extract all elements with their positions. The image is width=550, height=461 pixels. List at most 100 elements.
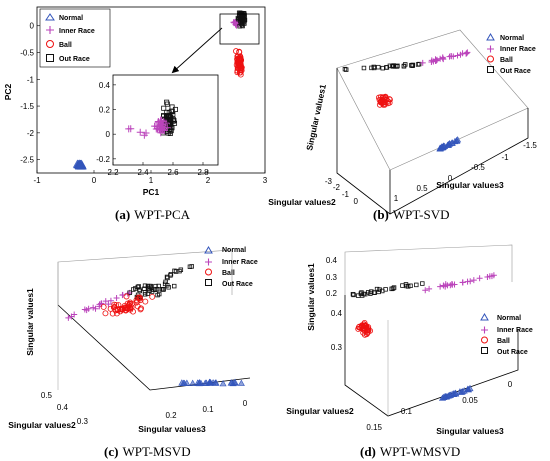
- point-inner: [426, 286, 432, 292]
- point-inner: [471, 277, 477, 283]
- c-right-tick-label: 0.2: [165, 411, 177, 420]
- inset-plot: 2.2 2.4 2.6 2.80.40.20-0.2: [96, 75, 218, 177]
- inset-y-tick-label: -0.2: [96, 155, 110, 164]
- d-z-tick-label: 0.3: [331, 343, 343, 352]
- panel-b: Singular values1 Singular values2 Singul…: [268, 30, 537, 214]
- plot-a-xlabel: PC1: [143, 187, 160, 197]
- b-right-tick-label: -1.5: [523, 141, 537, 150]
- plot-c-xlabel: Singular values2: [8, 420, 76, 430]
- b-right-tick-label: 0: [448, 174, 453, 183]
- c-left-tick-label: 0.5: [41, 391, 53, 400]
- legend-label-out: Out Race: [59, 56, 90, 63]
- plot-d-ylabel: Singular values3: [436, 426, 504, 436]
- d-right-tick-label: 0.05: [462, 396, 478, 405]
- point-out: [414, 283, 418, 287]
- svg-text:Singular values1: Singular values1: [306, 263, 316, 331]
- point-out: [381, 66, 385, 70]
- c-left-tick-label: 0.4: [57, 403, 69, 412]
- legend-d-label-inner: Inner Race: [497, 327, 533, 334]
- c-right-tick-label: 0: [243, 399, 248, 408]
- point-ball: [101, 304, 106, 309]
- point-out: [376, 65, 380, 69]
- y-tick-label: -1: [27, 75, 35, 84]
- x-tick-label: 0: [92, 176, 97, 185]
- panel-d: Singular values1 Singular values2 Singul…: [286, 245, 533, 436]
- caption-b: (b) WPT-SVD: [373, 207, 449, 222]
- d-z-tick-label: 0.4: [331, 309, 343, 318]
- x-tick-label: -1: [33, 176, 41, 185]
- b-left-tick-label: 0: [354, 197, 359, 206]
- plot-b-zlabel: Singular values1: [304, 83, 328, 151]
- inset-x-tick-label: 2.8: [197, 168, 209, 177]
- legend-d-marker-out: [482, 348, 488, 354]
- legend-c-marker-normal: [205, 247, 212, 253]
- point-ball: [103, 311, 108, 316]
- x-tick-label: 3: [263, 176, 268, 185]
- point-inner: [464, 49, 470, 55]
- inset-y-tick-label: 0.4: [99, 81, 111, 90]
- legend-c: Normal Inner Race Ball Out Race: [205, 247, 258, 288]
- point-inner: [434, 57, 440, 63]
- inset-x-tick-label: 2.6: [167, 168, 179, 177]
- box-d-floor: [345, 295, 518, 416]
- legend-label-normal: Normal: [59, 15, 83, 22]
- plot-a-ylabel: PC2: [3, 83, 13, 100]
- legend-d-label-normal: Normal: [497, 315, 521, 322]
- point-out: [362, 66, 366, 70]
- inset-y-tick-label: 0: [106, 130, 111, 139]
- inset-y-tick-label: 0.2: [99, 106, 111, 115]
- y-tick-label: -2: [27, 129, 35, 138]
- x-tick-label: 2: [206, 176, 211, 185]
- point-out: [401, 284, 405, 288]
- x-tick-label: 1: [149, 176, 154, 185]
- legend-c-label-normal: Normal: [222, 247, 246, 254]
- y-tick-label: -1.5: [20, 102, 34, 111]
- legend-b-label-inner: Inner Race: [500, 46, 536, 53]
- y-tick-label: 0: [30, 22, 35, 31]
- point-inner: [440, 55, 446, 61]
- legend-c-marker-ball: [206, 269, 212, 275]
- legend-label-ball: Ball: [59, 42, 72, 49]
- plot-d-zlabel: Singular values1: [306, 263, 316, 331]
- plot-b-xlabel: Singular values2: [268, 197, 336, 207]
- caption-a: (a) WPT-PCA: [115, 207, 191, 222]
- legend-d-label-out: Out Race: [497, 349, 528, 356]
- point-ball: [150, 294, 155, 299]
- legend-c-label-out: Out Race: [222, 281, 253, 288]
- plot-b-ylabel: Singular values3: [436, 180, 504, 190]
- legend-b-marker-inner: [487, 46, 494, 53]
- legend-b-label-ball: Ball: [500, 57, 513, 64]
- panel-c: Singular values1 Singular values2 Singul…: [8, 247, 258, 434]
- legend-label-inner: Inner Race: [59, 28, 95, 35]
- b-left-tick-label: -2: [333, 183, 341, 192]
- legend-b: Normal Inner Race Ball Out Race: [487, 34, 536, 75]
- b-left-tick-label: -1: [342, 190, 350, 199]
- b-right-tick-label: 1: [394, 194, 399, 203]
- point-out: [179, 268, 183, 272]
- b-right-tick-label: -0.5: [471, 163, 485, 172]
- legend-c-label-inner: Inner Race: [222, 259, 258, 266]
- legend-d-label-ball: Ball: [497, 338, 510, 345]
- point-inner: [460, 279, 466, 285]
- point-inner: [114, 295, 120, 301]
- legend-a: Normal Inner Race Ball Out Race: [40, 9, 110, 67]
- d-left-tick-label: 0.1: [401, 407, 413, 416]
- b-right-tick-label: 0.5: [416, 184, 428, 193]
- b-right-tick-label: -1: [501, 153, 509, 162]
- panel-a: -1 0 1 2 30-0.5-1-1.5-2-2.5 PC1 PC2 Normal I…: [3, 7, 268, 197]
- c-left-tick-label: 0.3: [77, 417, 89, 426]
- point-normal: [238, 380, 244, 385]
- y-tick-label: -0.5: [20, 49, 34, 58]
- plot-c-zlabel: Singular values1: [25, 288, 35, 356]
- d-top-tick-label: 0.3: [326, 273, 338, 282]
- legend-b-marker-normal: [487, 34, 494, 40]
- point-inner: [465, 279, 471, 285]
- box-c-floor: [58, 305, 250, 390]
- legend-b-label-out: Out Race: [500, 68, 531, 75]
- point-inner: [464, 50, 470, 56]
- svg-text:Singular values1: Singular values1: [25, 288, 35, 356]
- box-c-top: [58, 250, 232, 305]
- point-inner: [422, 287, 428, 293]
- point-inner: [477, 275, 483, 281]
